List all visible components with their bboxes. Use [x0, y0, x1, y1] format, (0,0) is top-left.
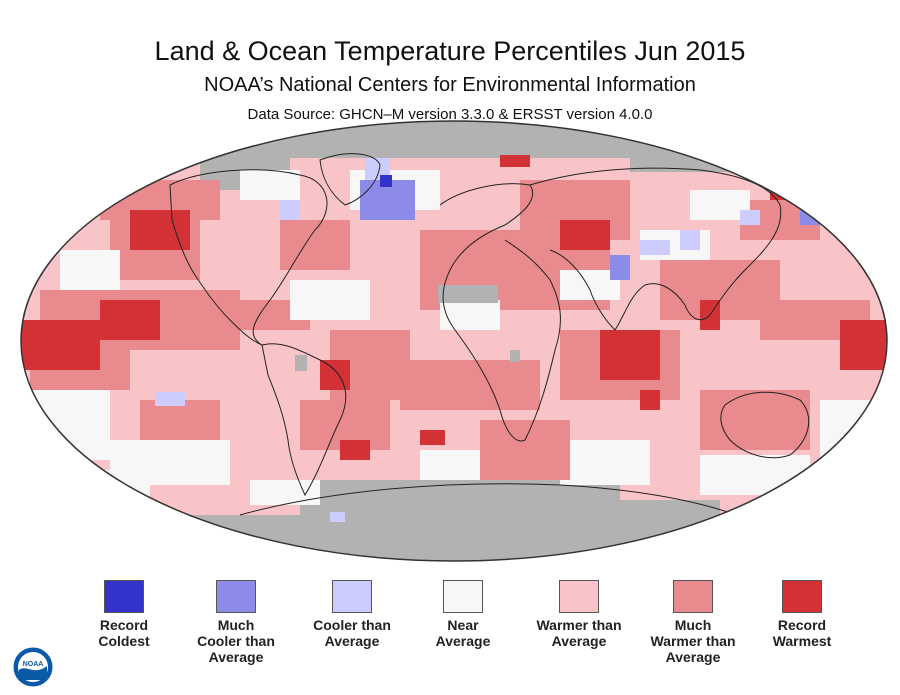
legend-label: Near Average — [403, 617, 523, 649]
legend-label: Much Cooler than Average — [176, 617, 296, 665]
legend-label-line: Warmer than — [650, 633, 736, 649]
legend-label-line: Record — [777, 617, 827, 633]
legend-swatch — [216, 580, 256, 613]
legend-label-line: Coldest — [98, 633, 150, 649]
legend-label: Much Warmer than Average — [633, 617, 753, 665]
record-warmest-cells — [21, 155, 887, 460]
legend-swatch — [559, 580, 599, 613]
legend-label-line: Average — [208, 649, 264, 665]
svg-text:NOAA: NOAA — [23, 661, 44, 668]
legend-label-line: Cooler than — [313, 617, 391, 633]
map-subtitle: NOAA’s National Centers for Environmenta… — [204, 74, 696, 96]
legend-swatch — [104, 580, 144, 613]
record-coldest-cells — [380, 175, 392, 187]
noaa-logo-icon: NOAA — [12, 646, 54, 688]
legend-label-line: Average — [435, 633, 491, 649]
legend-swatch — [782, 580, 822, 613]
legend-item: Record Warmest — [742, 580, 862, 649]
legend-item: Much Cooler than Average — [176, 580, 296, 665]
world-percentile-map — [20, 120, 888, 562]
legend-label-line: Average — [551, 633, 607, 649]
legend-swatch — [332, 580, 372, 613]
legend-swatch — [673, 580, 713, 613]
legend-label-line: Much — [217, 617, 255, 633]
legend-item: Record Coldest — [64, 580, 184, 649]
legend-label-line: Cooler than — [197, 633, 275, 649]
legend-label: Record Warmest — [742, 617, 862, 649]
legend-label-line: Average — [324, 633, 380, 649]
legend-item: Cooler than Average — [292, 580, 412, 649]
legend-label-line: Warmest — [772, 633, 832, 649]
legend-label: Warmer than Average — [519, 617, 639, 649]
map-title: Land & Ocean Temperature Percentiles Jun… — [154, 36, 746, 66]
globe-outline — [20, 120, 888, 562]
legend-label: Cooler than Average — [292, 617, 412, 649]
legend-label: Record Coldest — [64, 617, 184, 649]
legend-label-line: Record — [99, 617, 149, 633]
legend-label-line: Average — [665, 649, 721, 665]
legend-label-line: Much — [674, 617, 712, 633]
legend-label-line: Warmer than — [536, 617, 622, 633]
legend-label-line: Near — [447, 617, 479, 633]
coastlines — [169, 153, 810, 526]
legend-item: Warmer than Average — [519, 580, 639, 649]
data-source: Data Source: GHCN–M version 3.3.0 & ERSS… — [247, 106, 653, 123]
legend-item: Much Warmer than Average — [633, 580, 753, 665]
land-no-data-cells — [295, 285, 520, 371]
legend-swatch — [443, 580, 483, 613]
legend-item: Near Average — [403, 580, 523, 649]
